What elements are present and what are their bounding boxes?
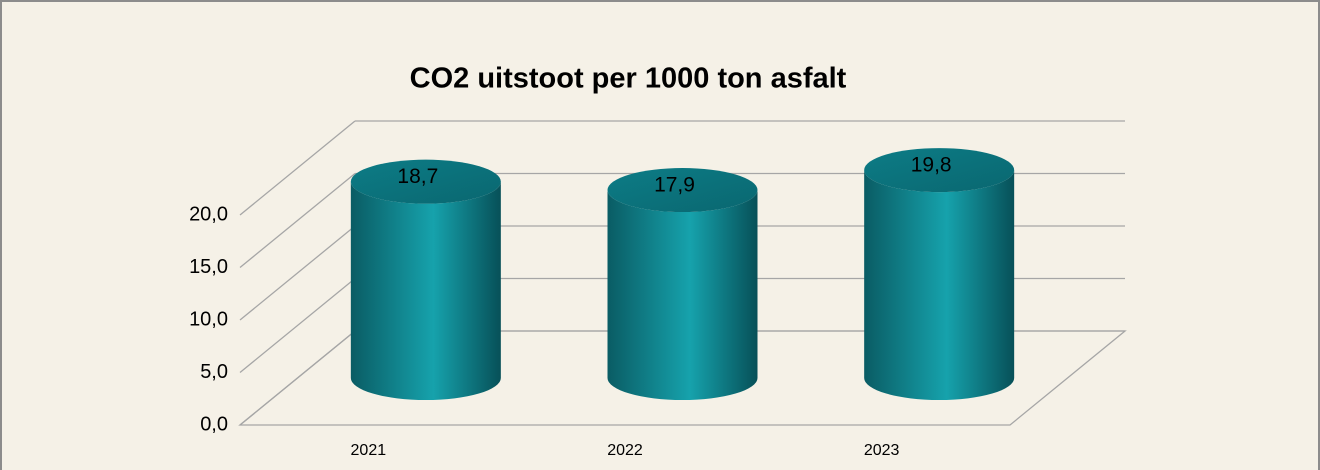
grid-line-side <box>239 277 356 374</box>
x-tick-label: 2022 <box>607 442 643 459</box>
y-tick-label: 10,0 <box>189 308 228 330</box>
cylinder-top <box>350 159 501 204</box>
y-tick-label: 5,0 <box>200 361 228 383</box>
y-tick-label: 15,0 <box>189 256 228 278</box>
cylinder <box>607 190 758 400</box>
y-tick-label: 20,0 <box>189 203 228 225</box>
grid-line-side <box>239 330 356 426</box>
grid-line-side <box>239 225 356 321</box>
x-tick-label: 2021 <box>351 442 387 459</box>
cylinder-top <box>607 168 758 213</box>
chart-title: CO2 uitstoot per 1000 ton asfalt <box>410 63 847 95</box>
grid-line-side <box>239 172 356 269</box>
y-tick-label: 0,0 <box>200 413 228 435</box>
x-tick-label: 2023 <box>864 442 900 459</box>
cylinder <box>864 170 1015 400</box>
value-label: 19,8 <box>911 154 952 177</box>
grid-line-side <box>239 120 356 216</box>
cylinder <box>350 181 501 400</box>
value-label: 18,7 <box>397 165 438 188</box>
value-label: 17,9 <box>654 174 695 197</box>
cylinder-top <box>864 148 1015 193</box>
